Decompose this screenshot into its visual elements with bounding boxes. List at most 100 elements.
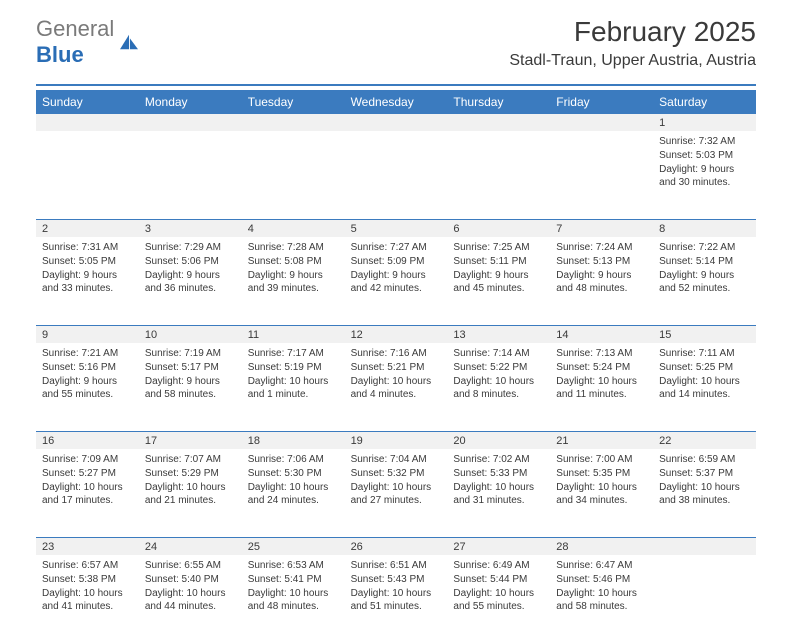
cell-content: Sunrise: 7:11 AMSunset: 5:25 PMDaylight:… [659, 347, 750, 401]
day-number: 17 [139, 431, 242, 449]
sunrise-line: Sunrise: 7:25 AM [453, 241, 544, 254]
weekday-header: Thursday [447, 90, 550, 114]
daylight-line: Daylight: 9 hours and 42 minutes. [351, 269, 442, 295]
calendar-cell: Sunrise: 6:57 AMSunset: 5:38 PMDaylight:… [36, 555, 139, 643]
daylight-line: Daylight: 10 hours and 48 minutes. [248, 587, 339, 613]
daylight-line: Daylight: 9 hours and 33 minutes. [42, 269, 133, 295]
cell-content: Sunrise: 7:13 AMSunset: 5:24 PMDaylight:… [556, 347, 647, 401]
day-number: 8 [653, 219, 756, 237]
daylight-line: Daylight: 9 hours and 52 minutes. [659, 269, 750, 295]
sunset-line: Sunset: 5:46 PM [556, 573, 647, 586]
daylight-line: Daylight: 9 hours and 55 minutes. [42, 375, 133, 401]
day-number: 24 [139, 537, 242, 555]
cell-content: Sunrise: 7:14 AMSunset: 5:22 PMDaylight:… [453, 347, 544, 401]
week-content-row: Sunrise: 7:32 AMSunset: 5:03 PMDaylight:… [36, 131, 756, 219]
sunset-line: Sunset: 5:05 PM [42, 255, 133, 268]
day-number: 28 [550, 537, 653, 555]
calendar-cell: Sunrise: 6:47 AMSunset: 5:46 PMDaylight:… [550, 555, 653, 643]
weekday-header: Tuesday [242, 90, 345, 114]
day-number: 20 [447, 431, 550, 449]
day-number [139, 114, 242, 131]
daylight-line: Daylight: 10 hours and 58 minutes. [556, 587, 647, 613]
sunset-line: Sunset: 5:30 PM [248, 467, 339, 480]
cell-content: Sunrise: 7:27 AMSunset: 5:09 PMDaylight:… [351, 241, 442, 295]
calendar-cell: Sunrise: 7:29 AMSunset: 5:06 PMDaylight:… [139, 237, 242, 325]
sunrise-line: Sunrise: 7:19 AM [145, 347, 236, 360]
sunrise-line: Sunrise: 7:16 AM [351, 347, 442, 360]
day-number: 13 [447, 325, 550, 343]
cell-content: Sunrise: 7:07 AMSunset: 5:29 PMDaylight:… [145, 453, 236, 507]
calendar: SundayMondayTuesdayWednesdayThursdayFrid… [36, 90, 756, 643]
day-number: 15 [653, 325, 756, 343]
calendar-cell-empty [653, 555, 756, 643]
sunrise-line: Sunrise: 6:57 AM [42, 559, 133, 572]
logo-sail-icon [118, 33, 140, 51]
sunset-line: Sunset: 5:35 PM [556, 467, 647, 480]
sunrise-line: Sunrise: 6:51 AM [351, 559, 442, 572]
sunset-line: Sunset: 5:37 PM [659, 467, 750, 480]
week-daynum-row: 2345678 [36, 219, 756, 237]
calendar-cell: Sunrise: 6:51 AMSunset: 5:43 PMDaylight:… [345, 555, 448, 643]
location: Stadl-Traun, Upper Austria, Austria [509, 52, 756, 70]
day-number: 6 [447, 219, 550, 237]
daylight-line: Daylight: 10 hours and 24 minutes. [248, 481, 339, 507]
day-number: 26 [345, 537, 448, 555]
calendar-cell-empty [139, 131, 242, 219]
weekday-header: Sunday [36, 90, 139, 114]
day-number: 5 [345, 219, 448, 237]
daylight-line: Daylight: 10 hours and 4 minutes. [351, 375, 442, 401]
sunset-line: Sunset: 5:41 PM [248, 573, 339, 586]
calendar-cell: Sunrise: 7:28 AMSunset: 5:08 PMDaylight:… [242, 237, 345, 325]
sunrise-line: Sunrise: 7:31 AM [42, 241, 133, 254]
calendar-cell: Sunrise: 6:53 AMSunset: 5:41 PMDaylight:… [242, 555, 345, 643]
cell-content: Sunrise: 7:04 AMSunset: 5:32 PMDaylight:… [351, 453, 442, 507]
week-daynum-row: 1 [36, 114, 756, 131]
cell-content: Sunrise: 7:00 AMSunset: 5:35 PMDaylight:… [556, 453, 647, 507]
sunrise-line: Sunrise: 7:29 AM [145, 241, 236, 254]
daylight-line: Daylight: 10 hours and 8 minutes. [453, 375, 544, 401]
title-block: February 2025 Stadl-Traun, Upper Austria… [509, 16, 756, 70]
sunrise-line: Sunrise: 7:21 AM [42, 347, 133, 360]
daylight-line: Daylight: 9 hours and 48 minutes. [556, 269, 647, 295]
daylight-line: Daylight: 9 hours and 30 minutes. [659, 163, 750, 189]
sunset-line: Sunset: 5:03 PM [659, 149, 750, 162]
calendar-cell: Sunrise: 7:17 AMSunset: 5:19 PMDaylight:… [242, 343, 345, 431]
cell-content: Sunrise: 7:06 AMSunset: 5:30 PMDaylight:… [248, 453, 339, 507]
sunrise-line: Sunrise: 7:00 AM [556, 453, 647, 466]
calendar-cell: Sunrise: 7:24 AMSunset: 5:13 PMDaylight:… [550, 237, 653, 325]
daylight-line: Daylight: 10 hours and 14 minutes. [659, 375, 750, 401]
day-number [36, 114, 139, 131]
sunset-line: Sunset: 5:19 PM [248, 361, 339, 374]
sunrise-line: Sunrise: 6:53 AM [248, 559, 339, 572]
sunset-line: Sunset: 5:29 PM [145, 467, 236, 480]
week-content-row: Sunrise: 6:57 AMSunset: 5:38 PMDaylight:… [36, 555, 756, 643]
calendar-cell: Sunrise: 7:02 AMSunset: 5:33 PMDaylight:… [447, 449, 550, 537]
cell-content: Sunrise: 6:51 AMSunset: 5:43 PMDaylight:… [351, 559, 442, 613]
daylight-line: Daylight: 10 hours and 34 minutes. [556, 481, 647, 507]
day-number: 19 [345, 431, 448, 449]
calendar-cell-empty [447, 131, 550, 219]
day-number [653, 537, 756, 555]
week-content-row: Sunrise: 7:31 AMSunset: 5:05 PMDaylight:… [36, 237, 756, 325]
daylight-line: Daylight: 9 hours and 45 minutes. [453, 269, 544, 295]
sunset-line: Sunset: 5:32 PM [351, 467, 442, 480]
calendar-cell-empty [36, 131, 139, 219]
logo-word-1: General [36, 16, 114, 41]
calendar-cell: Sunrise: 7:21 AMSunset: 5:16 PMDaylight:… [36, 343, 139, 431]
sunrise-line: Sunrise: 7:24 AM [556, 241, 647, 254]
calendar-cell: Sunrise: 6:55 AMSunset: 5:40 PMDaylight:… [139, 555, 242, 643]
weekday-header: Monday [139, 90, 242, 114]
sunrise-line: Sunrise: 6:55 AM [145, 559, 236, 572]
day-number: 25 [242, 537, 345, 555]
cell-content: Sunrise: 7:16 AMSunset: 5:21 PMDaylight:… [351, 347, 442, 401]
header-rule [36, 84, 756, 86]
calendar-cell: Sunrise: 7:25 AMSunset: 5:11 PMDaylight:… [447, 237, 550, 325]
calendar-body: 1Sunrise: 7:32 AMSunset: 5:03 PMDaylight… [36, 114, 756, 643]
sunset-line: Sunset: 5:40 PM [145, 573, 236, 586]
daylight-line: Daylight: 10 hours and 38 minutes. [659, 481, 750, 507]
cell-content: Sunrise: 7:22 AMSunset: 5:14 PMDaylight:… [659, 241, 750, 295]
sunrise-line: Sunrise: 7:07 AM [145, 453, 236, 466]
cell-content: Sunrise: 7:19 AMSunset: 5:17 PMDaylight:… [145, 347, 236, 401]
sunrise-line: Sunrise: 7:17 AM [248, 347, 339, 360]
calendar-cell: Sunrise: 7:07 AMSunset: 5:29 PMDaylight:… [139, 449, 242, 537]
